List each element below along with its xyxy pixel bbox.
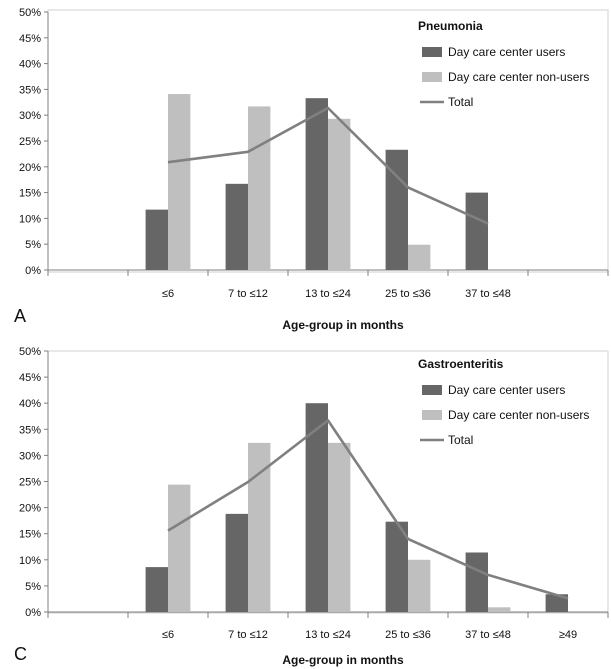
legend-title: Gastroenteritis — [418, 357, 504, 371]
panel-letter: A — [14, 306, 26, 326]
chart-panel-a: 0% 5% 10% 15% 20% 25% 30% 35% 40% 45% 50% ≤6 7 to ≤… — [14, 7, 609, 332]
y-tick-label: 20% — [19, 503, 41, 515]
legend-swatch-day-care-center-users — [422, 47, 442, 57]
y-tick-label: 25% — [19, 136, 41, 148]
x-tick-label-6: ≤6 — [162, 288, 174, 300]
x-tick-label-13-to-24: 13 to ≤24 — [305, 629, 351, 641]
y-tick-label: 50% — [19, 346, 41, 358]
legend-label-day-care-center-non-users: Day care center non-users — [448, 408, 589, 422]
y-tick-label: 15% — [19, 188, 41, 200]
x-tick-label-7-to-12: 7 to ≤12 — [228, 288, 268, 300]
x-tick-label-6: ≤6 — [162, 629, 174, 641]
y-tick-label: 0% — [25, 265, 41, 277]
x-axis-title: Age-group in months — [282, 318, 404, 332]
bar-day-care-center-non-users-25-to-36 — [408, 244, 431, 270]
bar-day-care-center-non-users-7-to-12 — [248, 442, 271, 612]
bar-day-care-center-non-users-6 — [168, 484, 191, 612]
bar-day-care-center-non-users-7-to-12 — [248, 106, 271, 270]
bar-day-care-center-non-users-25-to-36 — [408, 559, 431, 612]
x-axis: ≤6 7 to ≤12 13 to ≤24 25 to ≤36 37 to ≤48 ≥49 — [47, 611, 609, 641]
panel-letter: C — [14, 644, 27, 664]
x-tick-label-49: ≥49 — [559, 629, 577, 641]
bars — [145, 403, 568, 612]
x-tick-label-7-to-12: 7 to ≤12 — [228, 629, 268, 641]
total-line — [167, 419, 569, 600]
legend-label-day-care-center-users: Day care center users — [448, 383, 565, 397]
bar-day-care-center-users-7-to-12 — [225, 183, 248, 270]
x-tick-label-13-to-24: 13 to ≤24 — [305, 288, 351, 300]
legend: Gastroenteritis Day care center users Day … — [418, 357, 589, 447]
bar-day-care-center-users-6 — [145, 567, 168, 612]
legend-label-day-care-center-users: Day care center users — [448, 45, 565, 59]
x-axis-title: Age-group in months — [282, 653, 404, 667]
legend-label-total: Total — [448, 95, 473, 109]
legend-title: Pneumonia — [418, 19, 483, 33]
y-tick-label: 5% — [25, 581, 41, 593]
y-tick-label: 40% — [19, 59, 41, 71]
bar-day-care-center-users-37-to-48 — [465, 552, 488, 612]
legend-swatch-day-care-center-non-users — [422, 72, 442, 82]
bars — [145, 94, 488, 270]
y-tick-label: 5% — [25, 239, 41, 251]
x-tick-label-37-to-48: 37 to ≤48 — [465, 288, 511, 300]
x-tick-label-25-to-36: 25 to ≤36 — [385, 288, 431, 300]
x-tick-label-37-to-48: 37 to ≤48 — [465, 629, 511, 641]
y-tick-label: 20% — [19, 162, 41, 174]
total-line — [167, 106, 489, 225]
bar-day-care-center-users-6 — [145, 209, 168, 270]
line-total — [167, 419, 569, 600]
y-tick-label: 45% — [19, 372, 41, 384]
legend-label-total: Total — [448, 433, 473, 447]
y-tick-label: 0% — [25, 607, 41, 619]
y-tick-label: 35% — [19, 84, 41, 96]
bar-day-care-center-users-25-to-36 — [385, 149, 408, 270]
bar-day-care-center-non-users-37-to-48 — [488, 607, 511, 612]
legend-swatch-day-care-center-non-users — [422, 410, 442, 420]
bar-day-care-center-users-49 — [545, 594, 568, 612]
bar-day-care-center-users-13-to-24 — [305, 98, 328, 270]
bar-day-care-center-users-13-to-24 — [305, 403, 328, 612]
x-tick-label-25-to-36: 25 to ≤36 — [385, 629, 431, 641]
y-tick-label: 50% — [19, 7, 41, 19]
y-axis: 0% 5% 10% 15% 20% 25% 30% 35% 40% 45% 50% — [19, 346, 49, 619]
bar-day-care-center-users-37-to-48 — [465, 192, 488, 270]
chart-panel-c: 0% 5% 10% 15% 20% 25% 30% 35% 40% 45% 50% ≤6 7 to ≤… — [14, 346, 609, 667]
y-tick-label: 30% — [19, 110, 41, 122]
y-tick-label: 40% — [19, 398, 41, 410]
bar-day-care-center-users-7-to-12 — [225, 513, 248, 612]
x-axis: ≤6 7 to ≤12 13 to ≤24 25 to ≤36 37 to ≤48 — [47, 269, 609, 300]
y-tick-label: 25% — [19, 477, 41, 489]
y-tick-label: 35% — [19, 424, 41, 436]
y-tick-label: 10% — [19, 213, 41, 225]
legend-label-day-care-center-non-users: Day care center non-users — [448, 70, 589, 84]
y-tick-label: 45% — [19, 33, 41, 45]
y-tick-label: 30% — [19, 450, 41, 462]
bar-day-care-center-non-users-13-to-24 — [328, 118, 351, 270]
legend: Pneumonia Day care center users Day care c… — [418, 19, 589, 109]
bar-day-care-center-non-users-13-to-24 — [328, 442, 351, 612]
legend-swatch-day-care-center-users — [422, 385, 442, 395]
y-axis: 0% 5% 10% 15% 20% 25% 30% 35% 40% 45% 50% — [19, 7, 49, 277]
y-tick-label: 10% — [19, 555, 41, 567]
bar-day-care-center-users-25-to-36 — [385, 521, 408, 612]
bar-day-care-center-non-users-6 — [168, 94, 191, 270]
y-tick-label: 15% — [19, 529, 41, 541]
